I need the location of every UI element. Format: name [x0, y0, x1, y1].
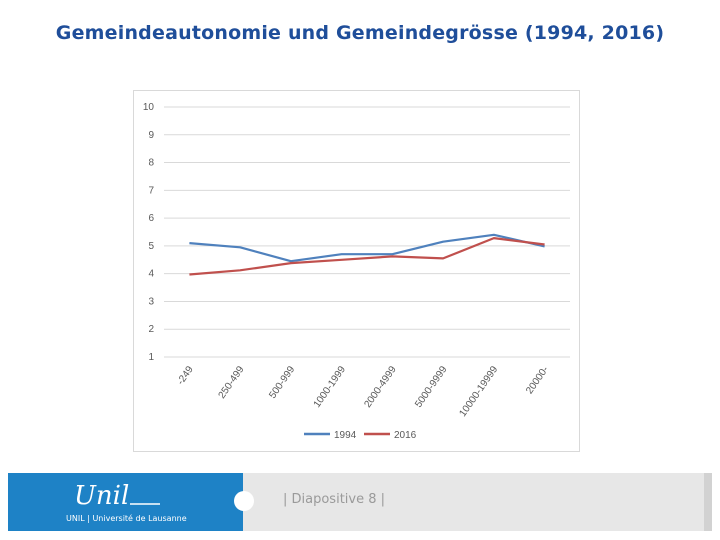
series-lines [189, 233, 545, 276]
line-chart: 1 2 3 4 5 6 7 8 9 10 -249 250-499 500-999 1000-1999 2… [143, 102, 570, 441]
y-tick-label: 9 [148, 130, 154, 141]
legend-label-1994: 1994 [334, 430, 357, 441]
x-tick-label: 2000-4999 [362, 364, 399, 410]
y-tick-label: 7 [148, 185, 154, 196]
x-tick-label: 500-999 [267, 364, 297, 401]
chart-frame: 1 2 3 4 5 6 7 8 9 10 -249 250-499 500-999 1000-1999 2… [133, 90, 580, 452]
gridlines [164, 106, 570, 358]
series-line-2016 [189, 237, 545, 276]
x-tick-label: 1000-1999 [312, 364, 349, 410]
y-tick-label: 6 [148, 213, 154, 224]
x-tick-label: 250-499 [217, 364, 247, 401]
x-tick-label: -249 [175, 364, 196, 387]
y-tick-label: 4 [148, 269, 154, 280]
y-tick-label: 5 [148, 241, 154, 252]
y-tick-label: 10 [143, 102, 155, 113]
unil-logo: Unil [74, 481, 160, 511]
x-tick-label: 20000- [524, 364, 551, 396]
footer-dot [234, 491, 254, 511]
series-line-1994 [189, 233, 545, 263]
y-axis-ticks: 1 2 3 4 5 6 7 8 9 10 [143, 102, 155, 363]
y-tick-label: 8 [148, 158, 154, 169]
y-tick-label: 2 [148, 324, 154, 335]
slide-number: | Diapositive 8 | [283, 492, 386, 507]
unil-wordmark: Unil [74, 481, 129, 511]
legend-label-2016: 2016 [394, 430, 417, 441]
y-tick-label: 1 [148, 352, 154, 363]
footer-edge [704, 473, 712, 531]
legend: 1994 2016 [304, 430, 417, 441]
x-tick-label: 5000-9999 [413, 364, 450, 410]
logo-subtitle: UNIL | Université de Lausanne [66, 514, 187, 523]
slide-title: Gemeindeautonomie und Gemeindegrösse (19… [55, 22, 665, 44]
x-tick-label: 10000-19999 [458, 364, 501, 419]
footer-logo-panel [8, 473, 243, 531]
x-axis-ticks: -249 250-499 500-999 1000-1999 2000-4999 5000… [175, 364, 551, 419]
y-tick-label: 3 [148, 296, 154, 307]
